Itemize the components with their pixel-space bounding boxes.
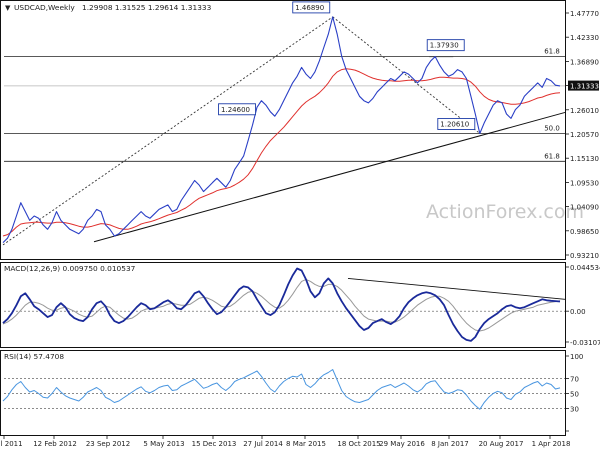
- macd-signal-line: [2, 278, 561, 332]
- time-axis-label: 18 Oct 2015: [337, 440, 380, 448]
- macd-axis-label: 0.00: [570, 308, 586, 316]
- macd-lines-layer: [2, 267, 566, 342]
- time-axis-label: 15 Dec 2013: [192, 440, 237, 448]
- rsi-axis-label: 30: [570, 406, 579, 414]
- price-annotation-label: 1.37930: [430, 42, 459, 50]
- price-axis-label: 1.36890: [570, 58, 599, 66]
- price-panel: [0, 0, 566, 260]
- price-annotation-box: [218, 103, 256, 116]
- price-axis-label: 1.15130: [570, 155, 599, 163]
- time-axis-label: 20 Aug 2017: [479, 440, 524, 448]
- time-axis-label: 8 Mar 2015: [286, 440, 326, 448]
- time-axis-label: 8 Jan 2017: [431, 440, 469, 448]
- rsi-line: [2, 369, 561, 410]
- price-axis-label: 1.20570: [570, 131, 599, 139]
- macd-axis-label: -0.031072: [570, 339, 600, 347]
- time-axis-label: 12 Feb 2012: [33, 440, 77, 448]
- price-annotation-box: [437, 118, 476, 130]
- time-axis-label: 27 Jul 2014: [243, 440, 283, 448]
- fib-level-label: 61.8: [544, 48, 560, 56]
- rsi-axis-label: 70: [570, 376, 579, 384]
- fib-level-label: 50.0: [544, 124, 560, 132]
- time-axis-label: 1 Apr 2018: [532, 440, 571, 448]
- time-axis-label: 23 Sep 2012: [86, 440, 130, 448]
- price-levels-layer: 61.8 50.0 61.8: [4, 48, 565, 162]
- price-line: [2, 16, 561, 243]
- price-axis-label: 0.93210: [570, 252, 599, 260]
- price-annotation-box: [292, 1, 331, 14]
- current-price-value: 1.31333: [570, 83, 599, 91]
- dropdown-arrow-icon[interactable]: ▼: [5, 4, 11, 12]
- price-axis-label: 1.09530: [570, 179, 599, 187]
- rsi-lines-layer: [2, 369, 565, 410]
- rsi-axis-label: 50: [570, 391, 579, 399]
- macd-title: MACD(12,26,9) 0.009750 0.010537: [4, 264, 136, 273]
- rsi-panel: [0, 350, 566, 436]
- ohlc-values: 1.29908 1.31525 1.29614 1.31333: [82, 3, 212, 12]
- time-axis-label: 29 May 2016: [379, 440, 425, 448]
- symbol-label: USDCAD,Weekly: [14, 3, 75, 12]
- macd-trendline: [347, 277, 566, 300]
- price-axis-label: 1.26010: [570, 107, 599, 115]
- macd-panel: [0, 262, 566, 348]
- price-annotation-label: 1.46890: [295, 4, 324, 12]
- macd-axis-label: 0.044534: [570, 264, 600, 272]
- time-axis-label: 3 Jul 2011: [0, 440, 23, 448]
- price-annotation-label: 1.20610: [440, 120, 469, 128]
- price-lines-layer: [2, 16, 566, 246]
- projection-line-down: [332, 16, 481, 134]
- fib-level-label: 61.8: [544, 152, 560, 160]
- time-axis-label: 5 May 2013: [143, 440, 184, 448]
- projection-line-up: [2, 16, 333, 246]
- price-axis-label: 1.42330: [570, 34, 599, 42]
- price-axis-label: 1.47770: [570, 10, 599, 18]
- watermark: ActionForex.com: [426, 201, 584, 223]
- current-price-tag: [568, 80, 599, 91]
- price-axis-label: 1.04090: [570, 204, 599, 212]
- support-trendline: [93, 111, 566, 243]
- rsi-axis-label: 100: [570, 353, 583, 361]
- price-annotation-box: [426, 39, 465, 52]
- macd-main-line: [2, 267, 561, 342]
- axes-layer: 1.47770 1.42330 1.36890 1.31333 1.26010 1.205…: [0, 10, 600, 448]
- price-axis-label: 0.98650: [570, 228, 599, 236]
- price-annotations-layer: 1.46890 1.37930 1.24600 1.20610: [218, 1, 476, 130]
- rsi-title: RSI(14) 57.4708: [4, 352, 64, 361]
- price-annotation-label: 1.24600: [221, 106, 250, 114]
